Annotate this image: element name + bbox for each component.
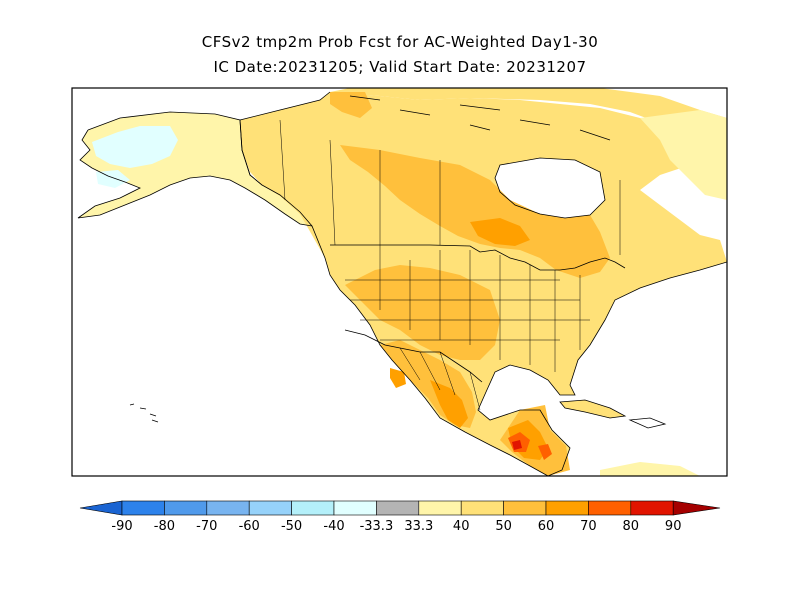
colorbar-label: -80 [154,519,175,534]
colorbar-box [376,500,420,516]
shade-arctic-islands [330,88,727,160]
colorbar-label: 33.3 [404,519,433,534]
map-title: CFSv2 tmp2m Prob Fcst for AC-Weighted Da… [201,33,599,51]
shade-80-honduras [538,444,552,460]
alaska-coast [77,129,313,227]
map-area [77,88,727,476]
colorbar-label: 90 [665,519,682,534]
shade-70-baja [390,368,406,388]
colorbar-label: -70 [196,519,217,534]
alaska-border [239,119,263,186]
colorbar-box [248,500,292,516]
shade-70-canada [470,218,530,246]
us-canada-border [330,244,626,271]
colorbar-box [333,500,377,516]
mexico-states [399,347,481,411]
shade-60-central [340,145,610,278]
colorbar-box [630,500,674,516]
shade-greenland [640,110,727,200]
map-subtitle: IC Date:20231205; Valid Start Date: 2023… [213,58,587,76]
map-frame [71,87,728,477]
colorbar-arrow-right [672,500,721,516]
colorbar-arrow-left [79,500,123,516]
coastline-outline [87,91,727,476]
colorbar-box [588,500,632,516]
shade-south-america-edge [600,462,700,476]
shade-70-mexico-west [430,380,468,428]
colorbar-label: -33.3 [360,519,394,534]
colorbar-label: 80 [623,519,640,534]
shade-cuba [560,400,625,418]
shade-60-canada [330,92,372,118]
shade-north-america [240,92,727,476]
colorbar: -90 -80 -70 -60 -50 -40 -33.3 33.3 40 50 60 70 80 90 [79,500,721,534]
shade-60-southwest [345,265,500,360]
colorbar-box [291,500,335,516]
colorbar-label: 60 [538,519,555,534]
colorbar-label: -60 [239,519,260,534]
colorbar-label: -90 [111,519,132,534]
colorbar-box [164,500,208,516]
colorbar-box [418,500,462,516]
canada-provinces [279,119,621,255]
coastlines-borders [77,91,727,476]
colorbar-label: -50 [281,519,302,534]
shade-90-spot [512,440,522,450]
colorbar-box [503,500,547,516]
colorbar-label: 40 [453,519,470,534]
colorbar-box [460,500,504,516]
hudson-bay [495,158,605,218]
shade-alaska-cold [92,126,178,168]
colorbar-box [121,500,165,516]
probability-shading [78,88,727,476]
hudson-bay-outline [494,157,606,219]
state-lines [345,245,590,372]
caribbean-islands [559,399,667,429]
hawaii-islands [129,403,159,423]
colorbar-box [206,500,250,516]
colorbar-label: 70 [580,519,597,534]
colorbar-label: 50 [495,519,512,534]
arctic-islands-outline [349,95,611,141]
colorbar-label: -40 [323,519,344,534]
colorbar-box [545,500,589,516]
